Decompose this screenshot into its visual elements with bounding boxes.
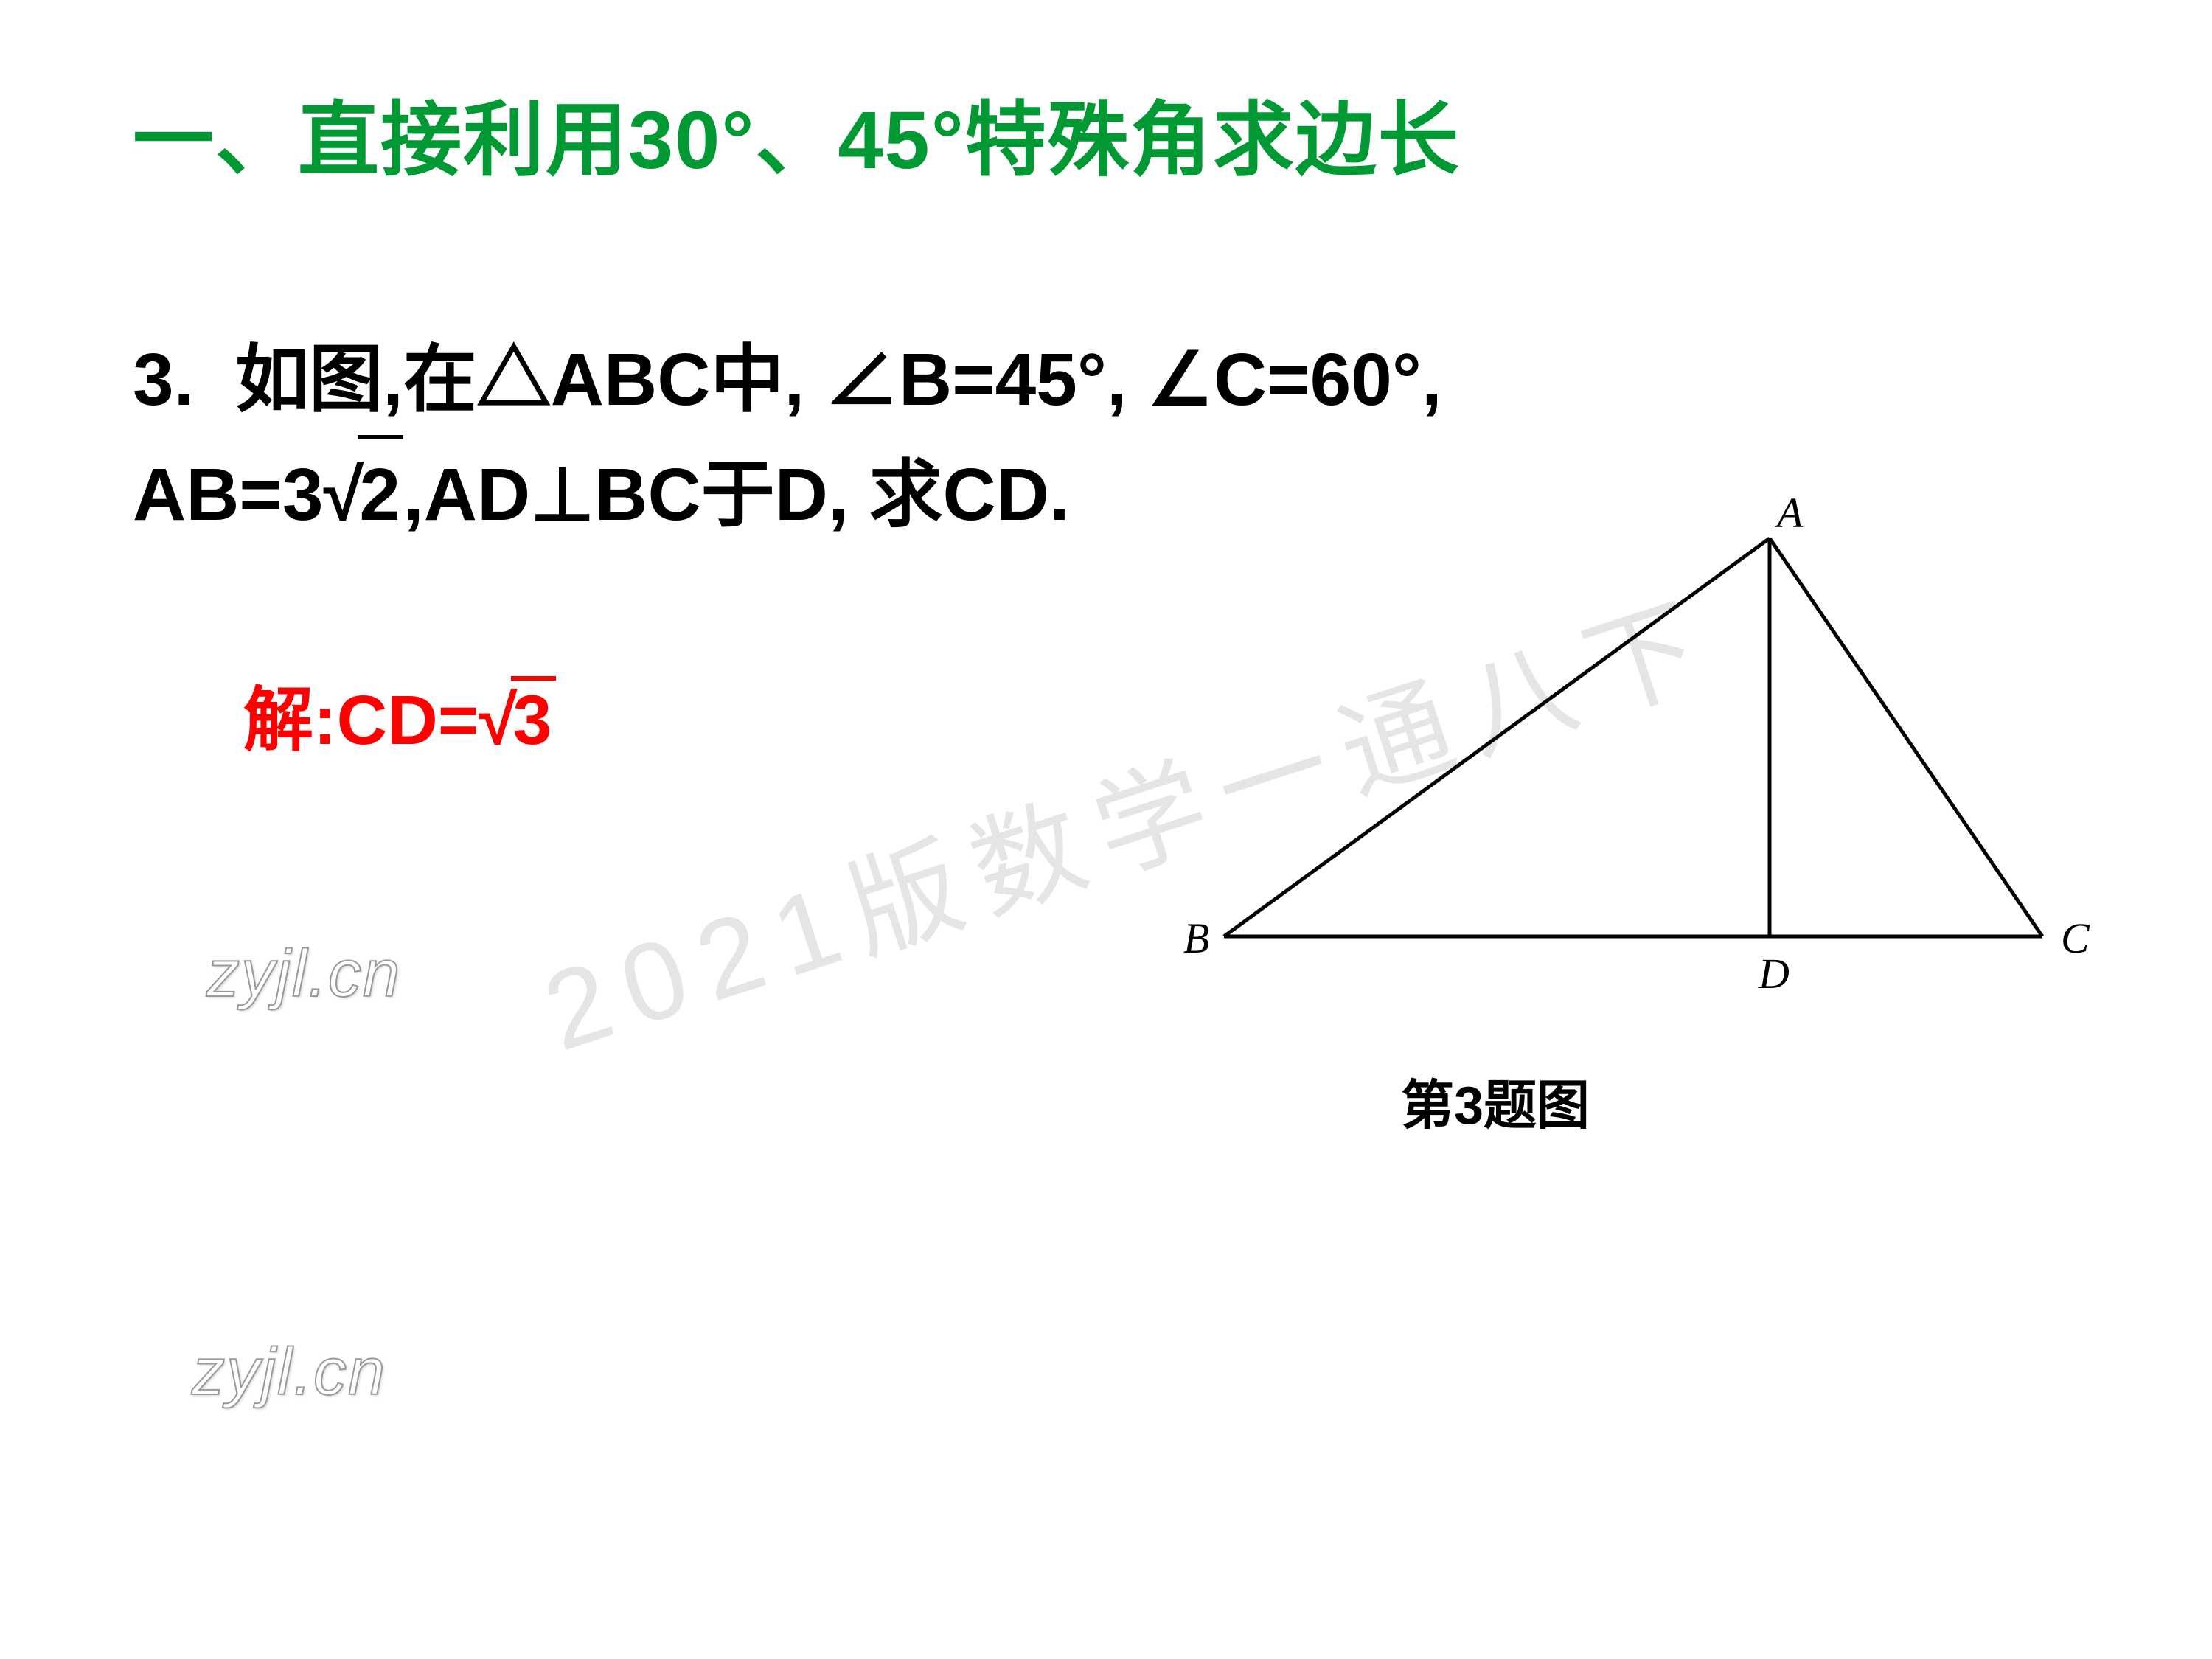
edge-ac <box>1770 538 2042 936</box>
label-d: D <box>1758 950 1790 998</box>
sqrt-expression: √2 <box>323 435 403 550</box>
label-b: B <box>1183 914 1209 962</box>
problem-number: 3. <box>133 338 194 421</box>
diagram-caption: 第3题图 <box>1401 1062 1590 1139</box>
answer-sqrt-radicand: 3 <box>511 676 556 761</box>
problem-line2-part2: ,AD⊥BC于D, 求CD. <box>403 453 1070 536</box>
watermark-small-2: zyjl.cn <box>192 1335 386 1411</box>
triangle-diagram: A B C D <box>1135 487 2109 1018</box>
watermark-small-1: zyjl.cn <box>206 936 401 1012</box>
label-c: C <box>2061 914 2090 962</box>
problem-line2-part1: AB=3 <box>133 453 323 536</box>
section-title: 一、直接利用30°、45°特殊角求边长 <box>133 74 2138 192</box>
sqrt-radicand: 2 <box>358 435 403 550</box>
edge-ab <box>1224 538 1770 936</box>
answer-text: 解:CD=√3 <box>243 664 556 765</box>
answer-sqrt: √3 <box>479 676 556 761</box>
problem-line1: 如图,在△ABC中, ∠B=45°, ∠C=60°, <box>235 338 1442 421</box>
triangle-svg: A B C D <box>1135 487 2109 1018</box>
answer-prefix: 解:CD= <box>243 681 479 759</box>
label-a: A <box>1774 489 1804 537</box>
